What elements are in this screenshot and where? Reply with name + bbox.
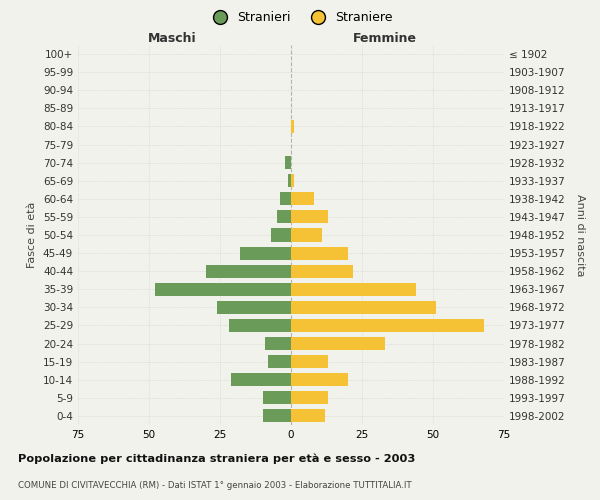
Bar xyxy=(291,264,353,278)
Bar xyxy=(240,246,291,260)
Bar xyxy=(288,174,291,187)
Text: COMUNE DI CIVITAVECCHIA (RM) - Dati ISTAT 1° gennaio 2003 - Elaborazione TUTTITA: COMUNE DI CIVITAVECCHIA (RM) - Dati ISTA… xyxy=(18,480,412,490)
Bar xyxy=(286,156,291,169)
Bar xyxy=(291,246,348,260)
Bar xyxy=(291,373,348,386)
Bar xyxy=(206,264,291,278)
Bar xyxy=(291,120,294,133)
Bar xyxy=(291,283,416,296)
Bar xyxy=(277,210,291,224)
Bar xyxy=(229,319,291,332)
Bar xyxy=(268,355,291,368)
Bar xyxy=(291,192,314,205)
Bar xyxy=(217,301,291,314)
Bar xyxy=(291,337,385,350)
Bar xyxy=(291,392,328,404)
Bar xyxy=(232,373,291,386)
Legend: Stranieri, Straniere: Stranieri, Straniere xyxy=(202,6,398,29)
Bar xyxy=(263,410,291,422)
Bar xyxy=(291,174,294,187)
Bar xyxy=(291,355,328,368)
Bar xyxy=(291,210,328,224)
Text: Femmine: Femmine xyxy=(353,32,417,45)
Y-axis label: Fasce di età: Fasce di età xyxy=(28,202,37,268)
Bar xyxy=(155,283,291,296)
Bar xyxy=(263,392,291,404)
Y-axis label: Anni di nascita: Anni di nascita xyxy=(575,194,585,276)
Bar xyxy=(280,192,291,205)
Bar xyxy=(291,228,322,241)
Bar xyxy=(265,337,291,350)
Bar xyxy=(291,319,484,332)
Bar xyxy=(291,301,436,314)
Bar xyxy=(271,228,291,241)
Text: Popolazione per cittadinanza straniera per età e sesso - 2003: Popolazione per cittadinanza straniera p… xyxy=(18,454,415,464)
Bar xyxy=(291,410,325,422)
Text: Maschi: Maschi xyxy=(148,32,196,45)
